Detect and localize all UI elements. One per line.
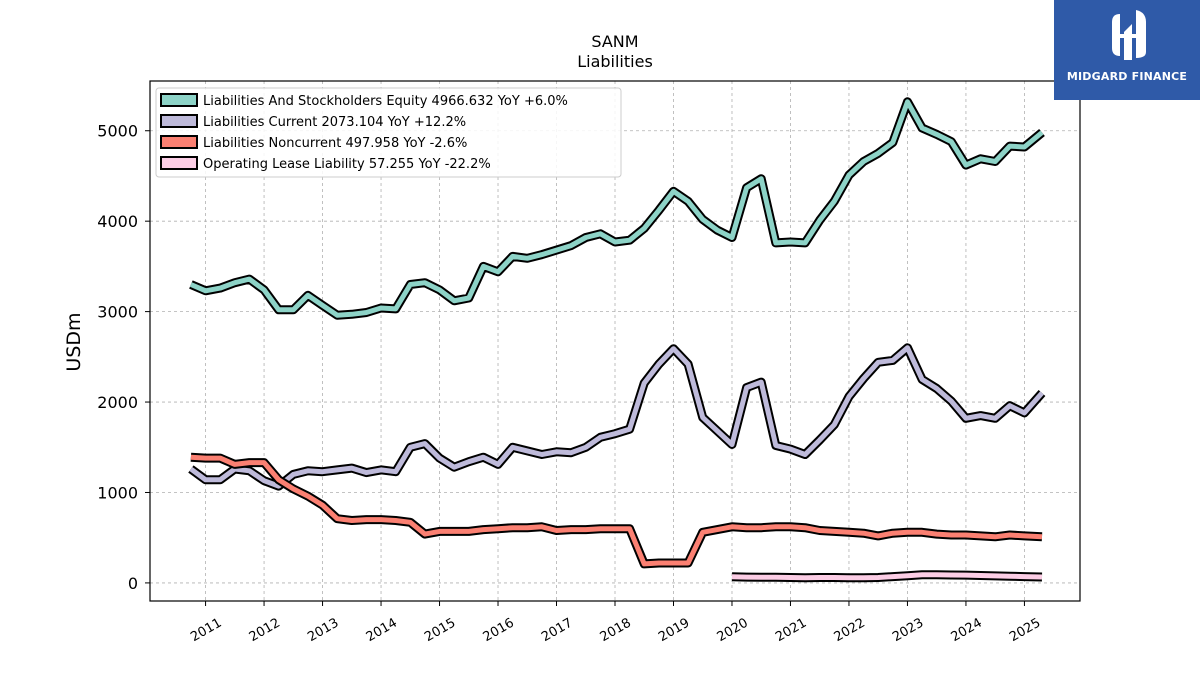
legend-box	[155, 87, 622, 178]
y-axis: 0 1000 2000 3000 4000 5000	[97, 122, 150, 593]
y-tick-label: 0	[128, 574, 138, 593]
x-tick-label: 2020	[715, 616, 751, 646]
legend-entry: Liabilities Noncurrent 497.958 YoY -2.6%	[203, 136, 467, 151]
legend-entry: Liabilities And Stockholders Equity 4966…	[203, 94, 568, 109]
legend: Liabilities And Stockholders Equity 4966…	[155, 87, 622, 178]
series-line	[189, 345, 1044, 489]
legend-swatch	[160, 135, 198, 149]
x-tick-label: 2024	[949, 616, 985, 646]
x-tick-label: 2013	[305, 616, 341, 646]
y-tick-label: 5000	[97, 122, 138, 141]
y-tick-label: 2000	[97, 393, 138, 412]
x-tick-label: 2018	[598, 616, 634, 646]
x-axis: 2011 2012 2013 2014 2015 2016 2017 2018 2019 2020…	[188, 601, 1043, 645]
legend-swatch	[160, 93, 198, 107]
x-tick-label: 2011	[188, 616, 224, 646]
series-lines	[188, 97, 1046, 583]
legend-swatch	[160, 114, 198, 128]
chart-subtitle: Liabilities	[577, 52, 653, 71]
x-tick-label: 2021	[773, 616, 809, 646]
x-tick-label: 2012	[247, 616, 283, 646]
legend-entry: Operating Lease Liability 57.255 YoY -22…	[203, 157, 491, 172]
logo-mark-icon	[1112, 10, 1146, 60]
brand-logo: MIDGARD FINANCE	[1054, 0, 1200, 100]
legend-swatch	[160, 156, 198, 170]
x-tick-label: 2014	[364, 616, 400, 646]
y-tick-label: 3000	[97, 303, 138, 322]
x-tick-label: 2015	[422, 616, 458, 646]
x-tick-label: 2022	[832, 616, 868, 646]
x-tick-label: 2019	[656, 616, 692, 646]
y-tick-label: 4000	[97, 212, 138, 231]
y-tick-label: 1000	[97, 483, 138, 502]
x-tick-label: 2025	[1007, 616, 1043, 646]
x-tick-label: 2017	[539, 616, 575, 646]
y-axis-label: USDm	[63, 312, 85, 371]
x-tick-label: 2023	[890, 616, 926, 646]
x-tick-label: 2016	[481, 616, 517, 646]
legend-entry: Liabilities Current 2073.104 YoY +12.2%	[203, 115, 466, 130]
series-line	[189, 99, 1044, 318]
logo-text: MIDGARD FINANCE	[1066, 70, 1188, 83]
chart-title: SANM	[591, 32, 638, 51]
series-line	[190, 454, 1043, 567]
series-line	[731, 572, 1043, 581]
